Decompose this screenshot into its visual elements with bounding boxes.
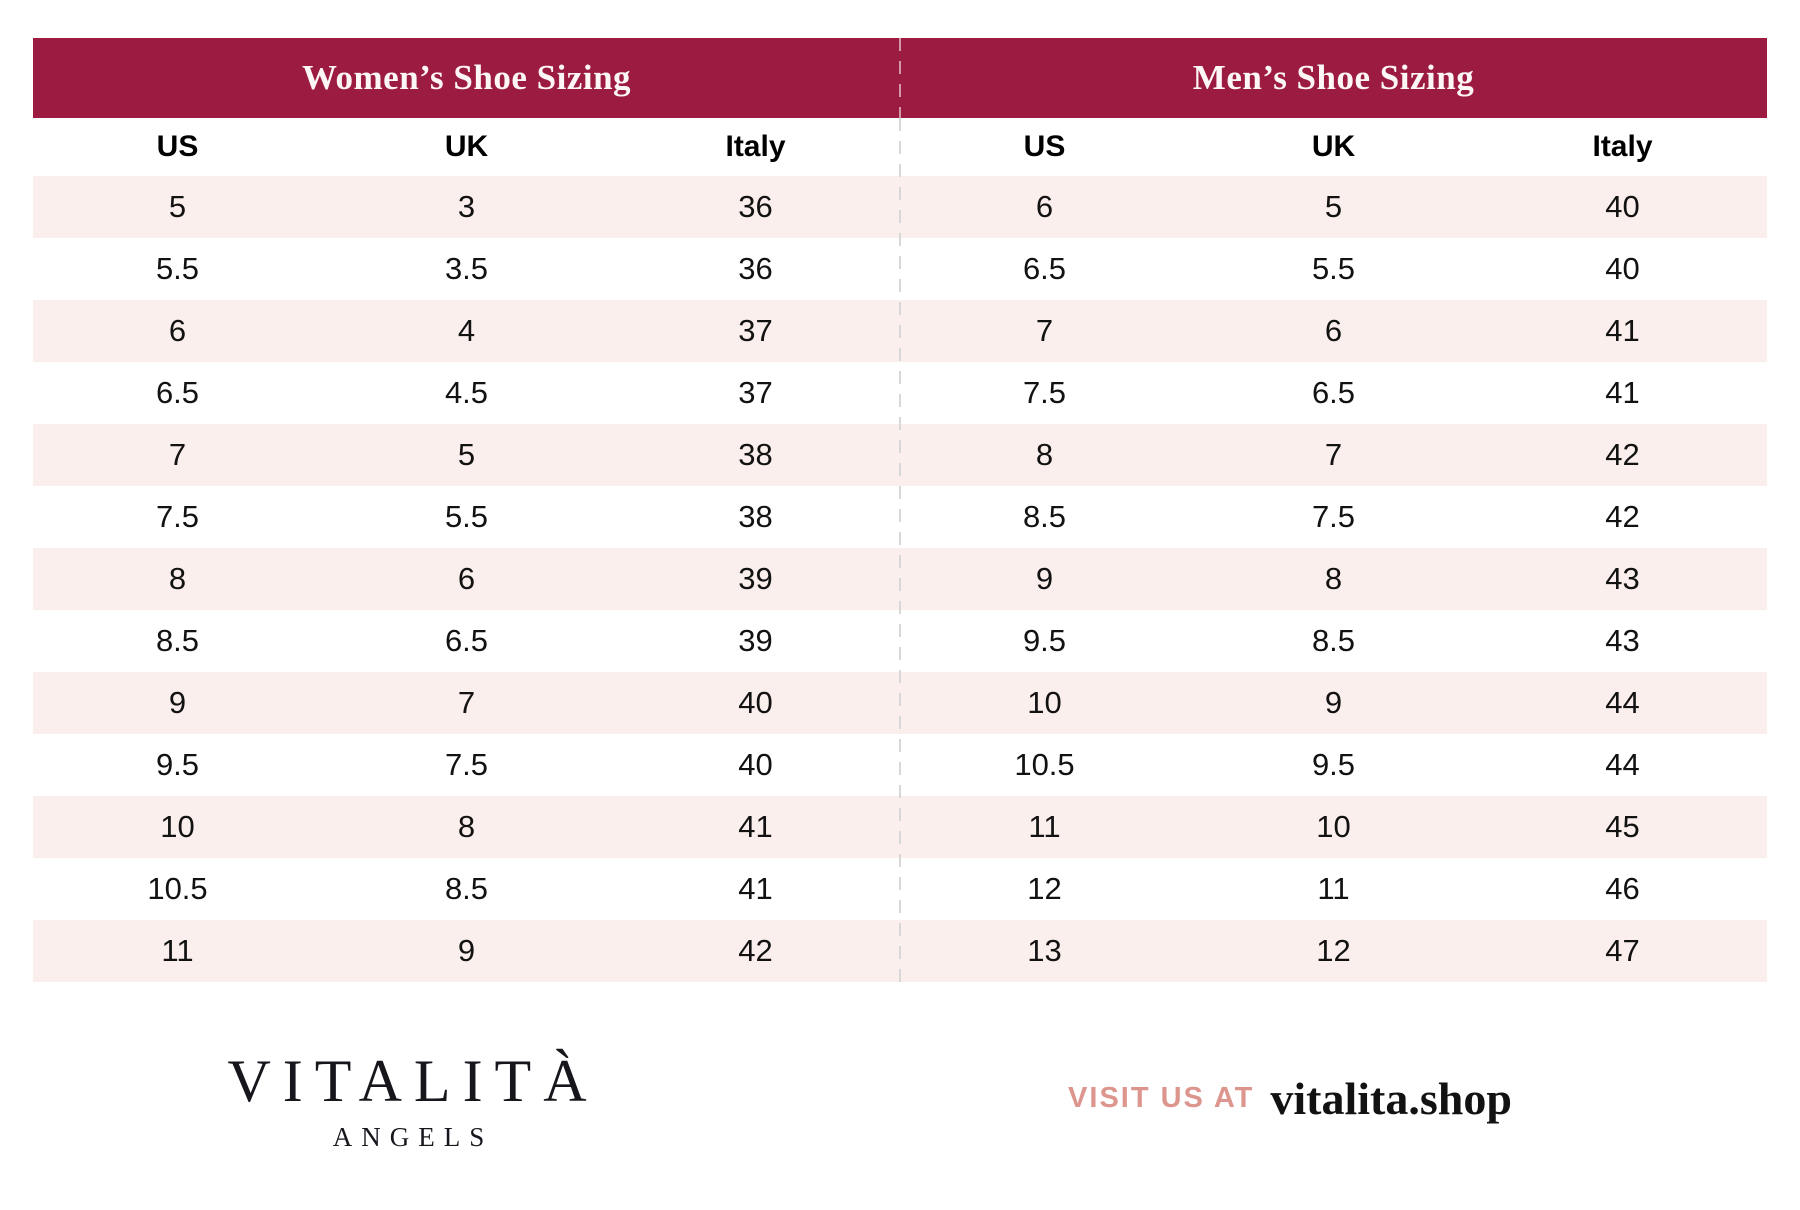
size-cell: 44 [1605,747,1640,782]
womens-col-us: US [156,130,199,163]
size-cell: 37 [738,313,773,348]
mens-col-uk: UK [1311,130,1356,163]
size-cell: 7.5 [1022,375,1067,410]
size-cell: 42 [1605,499,1640,534]
size-cell: 7 [168,437,187,472]
size-cell: 9.5 [1022,623,1067,658]
womens-col-uk: UK [444,130,489,163]
womens-col-italy: Italy [725,130,786,163]
size-cell: 41 [1605,375,1640,410]
size-cell: 11 [161,933,194,968]
size-cell: 13 [1027,933,1062,968]
size-cell: 5 [168,189,187,224]
size-cell: 39 [738,623,773,658]
size-cell: 4 [457,313,476,348]
size-cell: 11 [1317,871,1350,906]
size-cell: 40 [1605,189,1640,224]
size-cell: 36 [738,189,773,224]
size-chart: Women’s Shoe Sizing Men’s Shoe Sizing US… [33,38,1767,982]
size-cell: 8.5 [444,871,489,906]
size-cell: 10.5 [1014,747,1075,782]
size-cell: 8.5 [155,623,200,658]
size-cell: 10 [1316,809,1351,844]
brand-name: VITALITÀ [227,1048,599,1114]
size-cell: 6.5 [1022,251,1067,286]
size-cell: 44 [1605,685,1640,720]
size-cell: 9 [1035,561,1054,596]
size-cell: 12 [1027,871,1062,906]
size-cell: 8 [457,809,476,844]
size-cell: 9.5 [1311,747,1356,782]
size-cell: 8 [168,561,187,596]
size-cell: 40 [738,747,773,782]
size-cell: 6.5 [155,375,200,410]
size-cell: 38 [738,437,773,472]
size-cell: 5.5 [1311,251,1356,286]
size-cell: 46 [1605,871,1640,906]
size-cell: 36 [738,251,773,286]
mens-col-us: US [1023,130,1066,163]
size-cell: 40 [738,685,773,720]
womens-table-title: Women’s Shoe Sizing [301,58,632,97]
size-cell: 5.5 [155,251,200,286]
size-cell: 38 [738,499,773,534]
size-cell: 8 [1035,437,1054,472]
size-cell: 9 [457,933,476,968]
size-cell: 8.5 [1022,499,1067,534]
size-cell: 7 [1324,437,1343,472]
mens-col-italy: Italy [1592,130,1653,163]
size-cell: 6 [1035,189,1054,224]
size-cell: 41 [738,809,773,844]
size-cell: 8 [1324,561,1343,596]
size-cell: 42 [1605,437,1640,472]
brand-logo: VITALITÀ ANGELS [33,1048,793,1153]
size-cell: 45 [1605,809,1640,844]
size-cell: 5 [457,437,476,472]
size-cell: 4.5 [444,375,489,410]
size-cell: 5 [1324,189,1343,224]
size-cell: 39 [738,561,773,596]
size-cell: 9.5 [155,747,200,782]
size-cell: 10.5 [147,871,208,906]
mens-table-title: Men’s Shoe Sizing [1192,58,1475,97]
size-cell: 37 [738,375,773,410]
size-cell: 6 [1324,313,1343,348]
table-divider-header-segment [899,38,901,118]
size-cell: 9 [1324,685,1343,720]
size-cell: 12 [1316,933,1351,968]
size-cell: 3 [457,189,476,224]
size-cell: 7.5 [155,499,200,534]
size-cell: 6 [457,561,476,596]
visit-us: VISIT US AT vitalita.shop [900,1072,1680,1125]
size-cell: 5.5 [444,499,489,534]
size-cell: 6.5 [1311,375,1356,410]
size-cell: 40 [1605,251,1640,286]
size-cell: 7 [457,685,476,720]
size-cell: 43 [1605,623,1640,658]
size-cell: 43 [1605,561,1640,596]
size-cell: 41 [738,871,773,906]
size-cell: 7.5 [444,747,489,782]
size-cell: 3.5 [444,251,489,286]
size-cell: 10 [160,809,195,844]
size-cell: 9 [168,685,187,720]
size-cell: 41 [1605,313,1640,348]
size-cell: 6 [168,313,187,348]
size-cell: 11 [1028,809,1061,844]
size-cell: 6.5 [444,623,489,658]
size-cell: 42 [738,933,773,968]
brand-subtitle: ANGELS [332,1122,494,1152]
size-cell: 7.5 [1311,499,1356,534]
size-cell: 10 [1027,685,1062,720]
size-cell: 8.5 [1311,623,1356,658]
size-cell: 47 [1605,933,1640,968]
table-divider [899,118,901,982]
visit-label: VISIT US AT [1068,1082,1255,1114]
size-cell: 7 [1035,313,1054,348]
visit-url: vitalita.shop [1270,1073,1512,1124]
